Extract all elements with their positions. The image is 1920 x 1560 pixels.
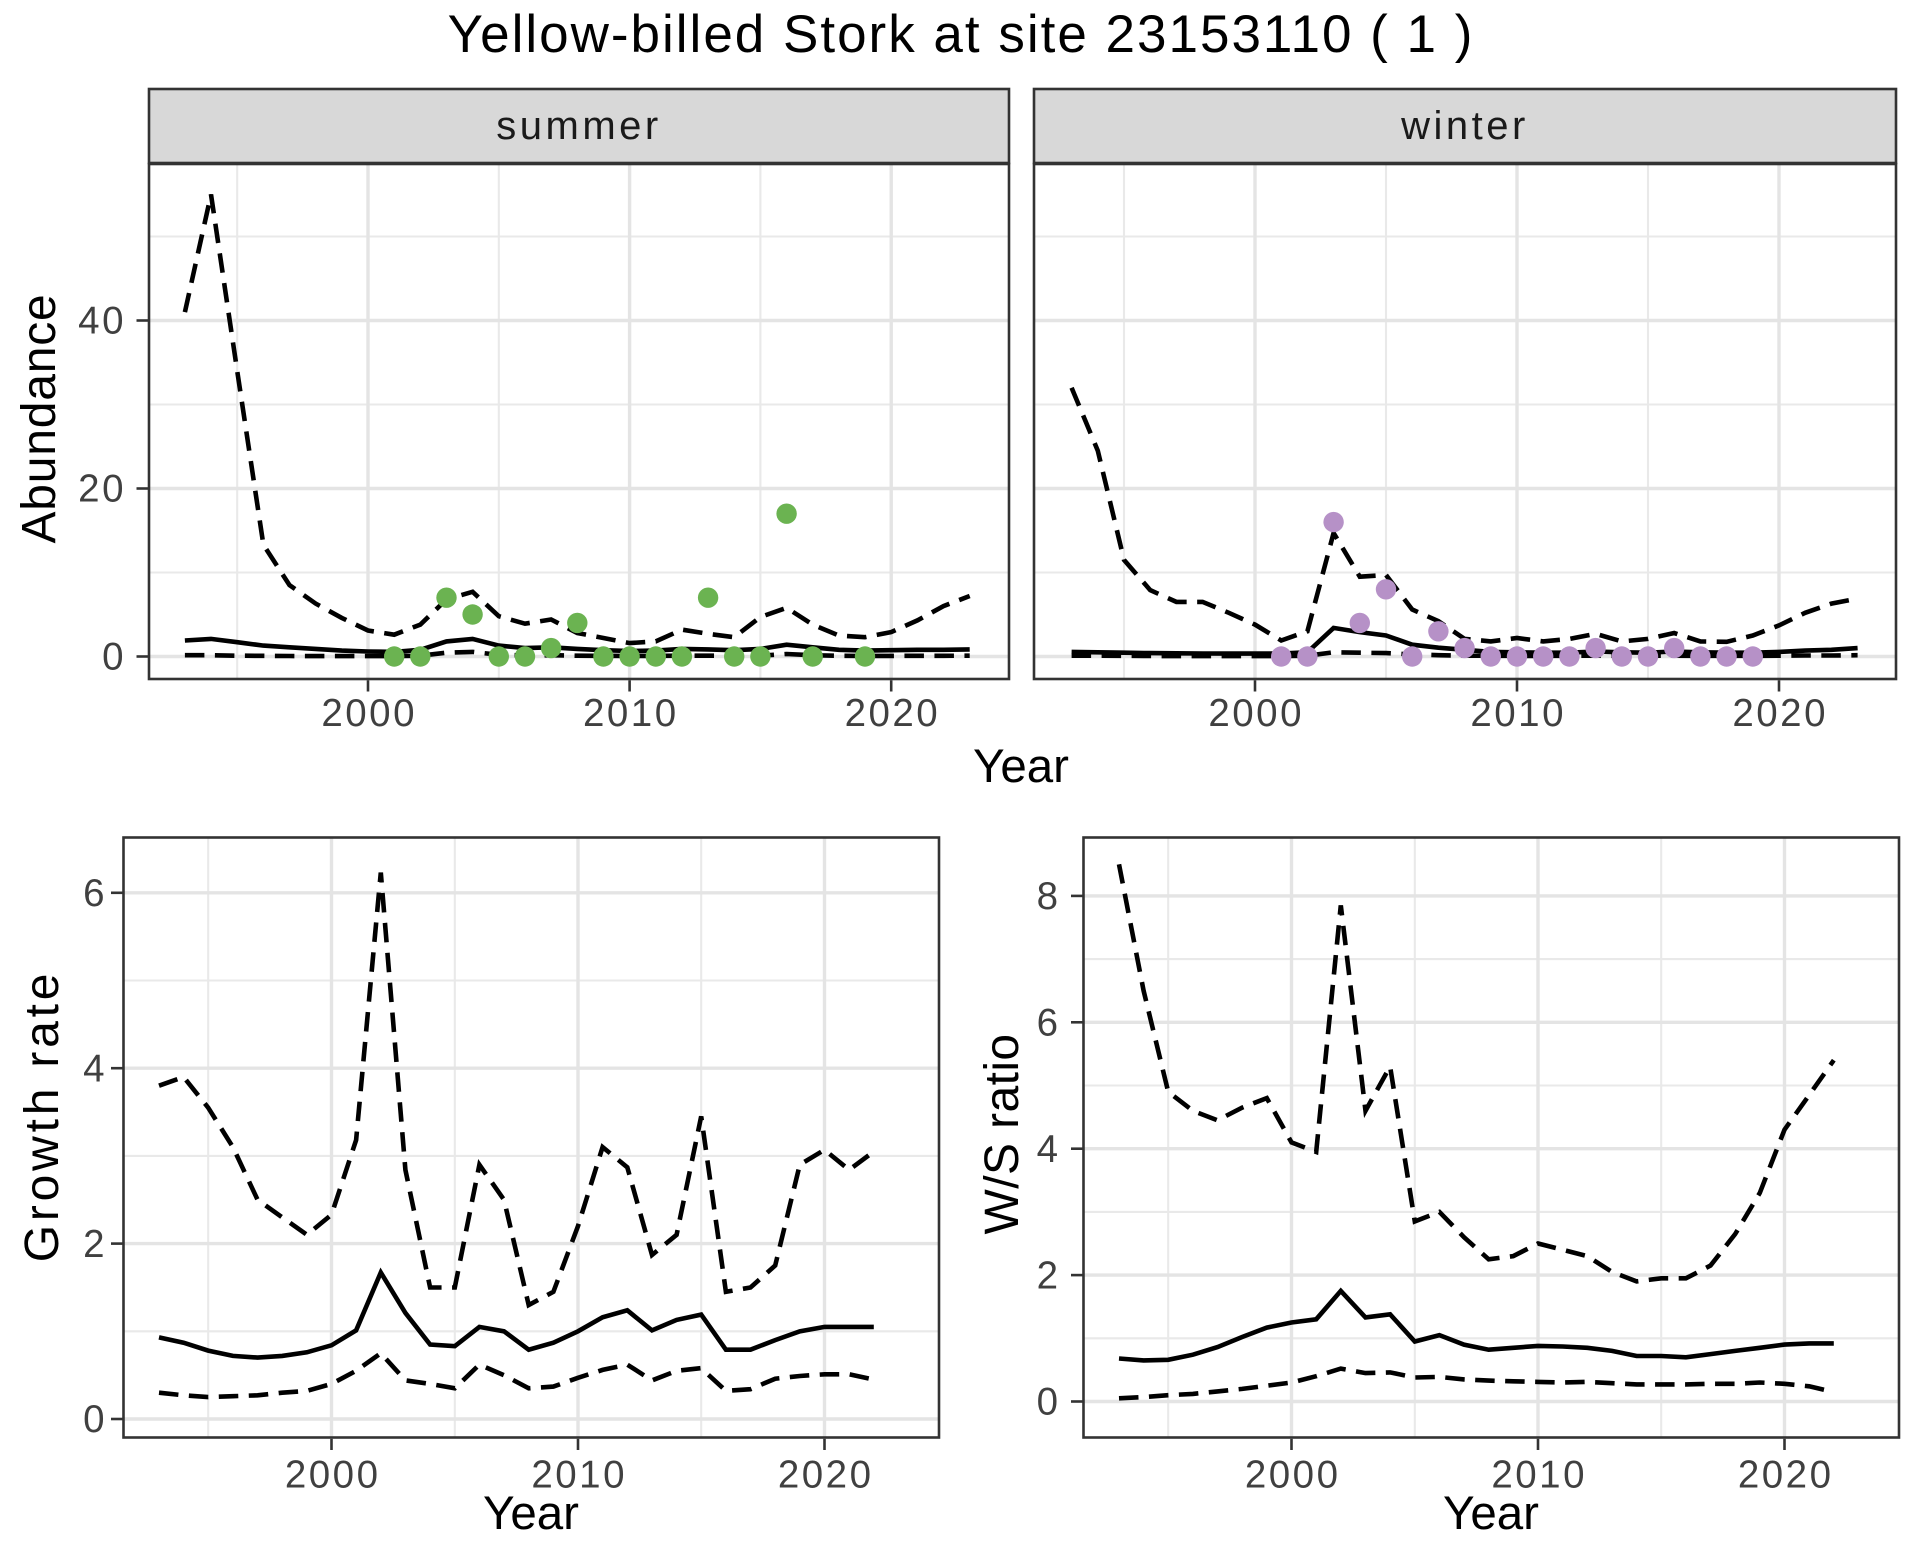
svg-text:2020: 2020 <box>778 1454 874 1497</box>
svg-text:2010: 2010 <box>531 1454 627 1497</box>
svg-text:2000: 2000 <box>1208 692 1304 735</box>
svg-text:40: 40 <box>78 300 126 343</box>
svg-text:0: 0 <box>83 1398 107 1441</box>
svg-text:0: 0 <box>1037 1381 1061 1424</box>
svg-text:2020: 2020 <box>1732 692 1828 735</box>
svg-text:Yellow-billed Stork at site 23: Yellow-billed Stork at site 23153110 ( 1… <box>448 5 1475 64</box>
svg-text:4: 4 <box>1037 1128 1061 1171</box>
svg-text:Year: Year <box>1443 1487 1539 1540</box>
svg-text:20: 20 <box>78 468 126 511</box>
svg-text:Abundance: Abundance <box>13 293 66 543</box>
svg-text:2000: 2000 <box>285 1454 381 1497</box>
svg-text:4: 4 <box>83 1047 107 1090</box>
svg-text:Growth rate: Growth rate <box>16 970 69 1263</box>
svg-text:W/S ratio: W/S ratio <box>976 1034 1029 1235</box>
svg-text:8: 8 <box>1037 875 1061 918</box>
svg-text:2010: 2010 <box>1470 692 1566 735</box>
svg-text:0: 0 <box>102 636 126 679</box>
svg-text:2010: 2010 <box>1491 1454 1587 1497</box>
svg-text:6: 6 <box>83 872 107 915</box>
svg-text:2020: 2020 <box>845 692 941 735</box>
svg-text:winter: winter <box>1400 104 1529 148</box>
svg-text:summer: summer <box>496 104 661 148</box>
svg-text:2000: 2000 <box>1245 1454 1341 1497</box>
svg-text:2: 2 <box>1037 1254 1061 1297</box>
svg-text:Year: Year <box>973 740 1069 793</box>
svg-text:2000: 2000 <box>321 692 417 735</box>
svg-text:2010: 2010 <box>583 692 679 735</box>
svg-text:Year: Year <box>483 1487 579 1540</box>
svg-text:6: 6 <box>1037 1002 1061 1045</box>
svg-text:2: 2 <box>83 1223 107 1266</box>
svg-text:2020: 2020 <box>1738 1454 1834 1497</box>
